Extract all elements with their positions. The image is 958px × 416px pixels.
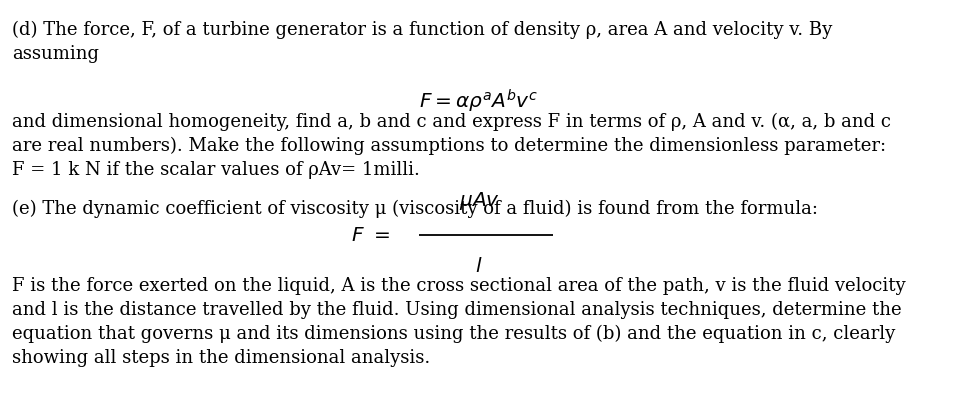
Text: and dimensional homogeneity, find a, b and c and express F in terms of ρ, A and : and dimensional homogeneity, find a, b a… <box>12 112 892 131</box>
Text: are real numbers). Make the following assumptions to determine the dimensionless: are real numbers). Make the following as… <box>12 136 886 155</box>
Text: showing all steps in the dimensional analysis.: showing all steps in the dimensional ana… <box>12 349 431 367</box>
Text: $\mu Av$: $\mu Av$ <box>459 190 499 212</box>
Text: F = 1 k N if the scalar values of ρAv= 1milli.: F = 1 k N if the scalar values of ρAv= 1… <box>12 161 421 178</box>
Text: F is the force exerted on the liquid, A is the cross sectional area of the path,: F is the force exerted on the liquid, A … <box>12 277 906 295</box>
Text: $F\ =$: $F\ =$ <box>352 225 390 245</box>
Text: equation that governs μ and its dimensions using the results of (b) and the equa: equation that governs μ and its dimensio… <box>12 325 896 343</box>
Text: (e) The dynamic coefficient of viscosity μ (viscosity of a fluid) is found from : (e) The dynamic coefficient of viscosity… <box>12 200 818 218</box>
Text: assuming: assuming <box>12 45 100 62</box>
Text: $l$: $l$ <box>475 257 483 276</box>
Text: $F = \alpha\rho^a A^b v^c$: $F = \alpha\rho^a A^b v^c$ <box>420 87 538 114</box>
Text: and l is the distance travelled by the fluid. Using dimensional analysis techniq: and l is the distance travelled by the f… <box>12 301 902 319</box>
Text: (d) The force, F, of a turbine generator is a function of density ρ, area A and : (d) The force, F, of a turbine generator… <box>12 21 833 39</box>
